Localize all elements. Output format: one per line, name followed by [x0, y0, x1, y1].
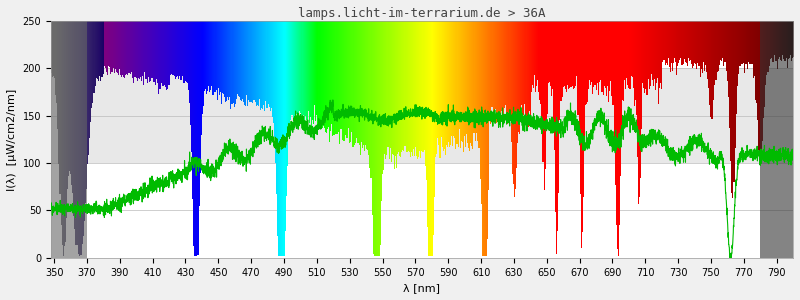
Y-axis label: I(λ)  [μW/cm2/nm]: I(λ) [μW/cm2/nm] [7, 88, 17, 190]
Bar [51, 21, 87, 258]
Bar [51, 68, 793, 163]
Title: lamps.licht-im-terrarium.de > 36A: lamps.licht-im-terrarium.de > 36A [298, 7, 546, 20]
X-axis label: λ [nm]: λ [nm] [403, 283, 441, 293]
Bar [760, 21, 793, 258]
